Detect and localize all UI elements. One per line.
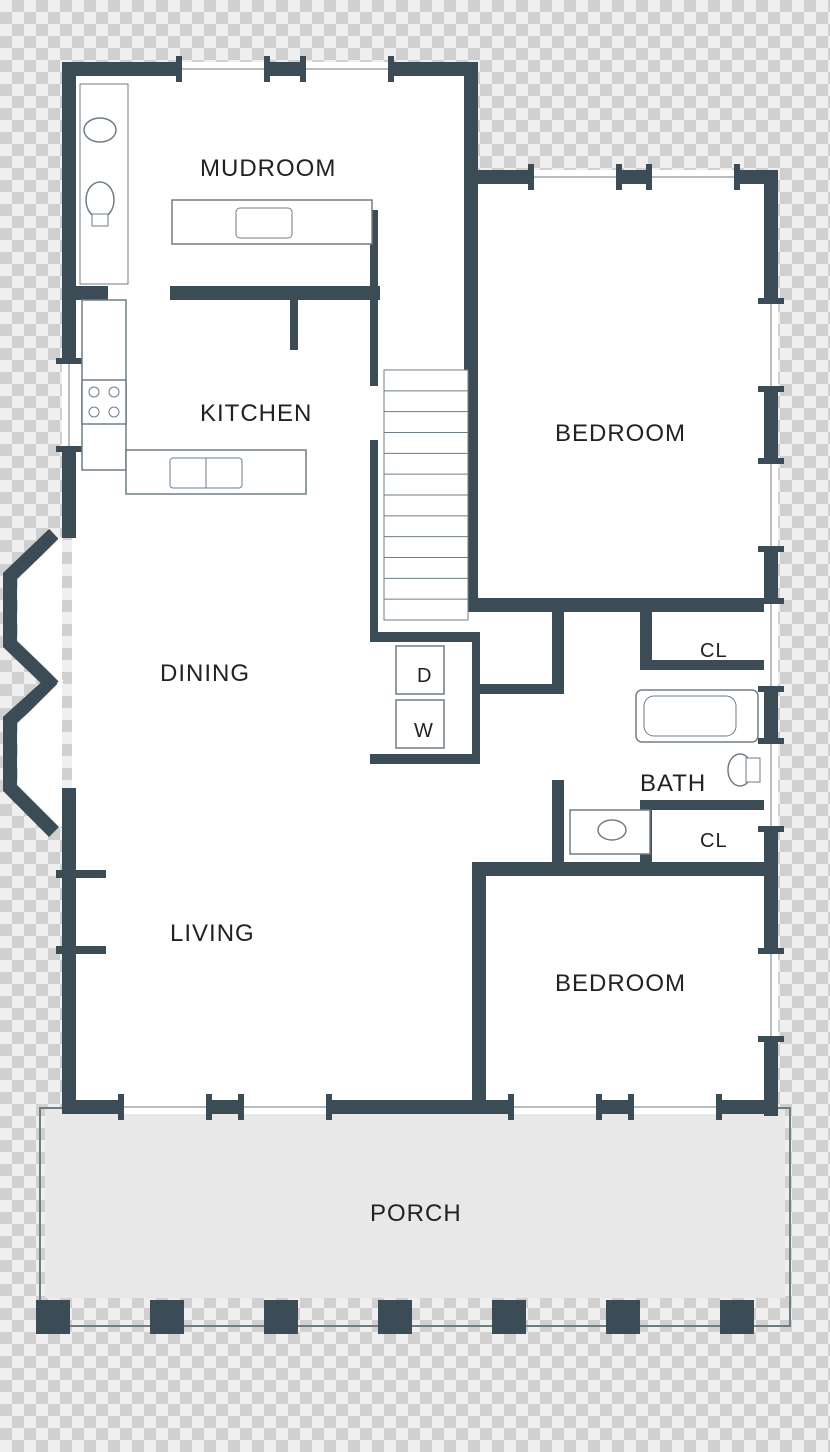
label-d: D (417, 665, 432, 688)
label-w: W (414, 720, 434, 743)
label-dining: DINING (160, 660, 250, 688)
label-mudroom: MUDROOM (200, 155, 336, 183)
label-bedroom1: BEDROOM (555, 420, 686, 448)
label-porch: PORCH (370, 1200, 462, 1228)
label-bath: BATH (640, 770, 706, 798)
label-cl1: CL (700, 640, 728, 663)
label-kitchen: KITCHEN (200, 400, 312, 428)
label-cl2: CL (700, 830, 728, 853)
label-living: LIVING (170, 920, 255, 948)
label-bedroom2: BEDROOM (555, 970, 686, 998)
